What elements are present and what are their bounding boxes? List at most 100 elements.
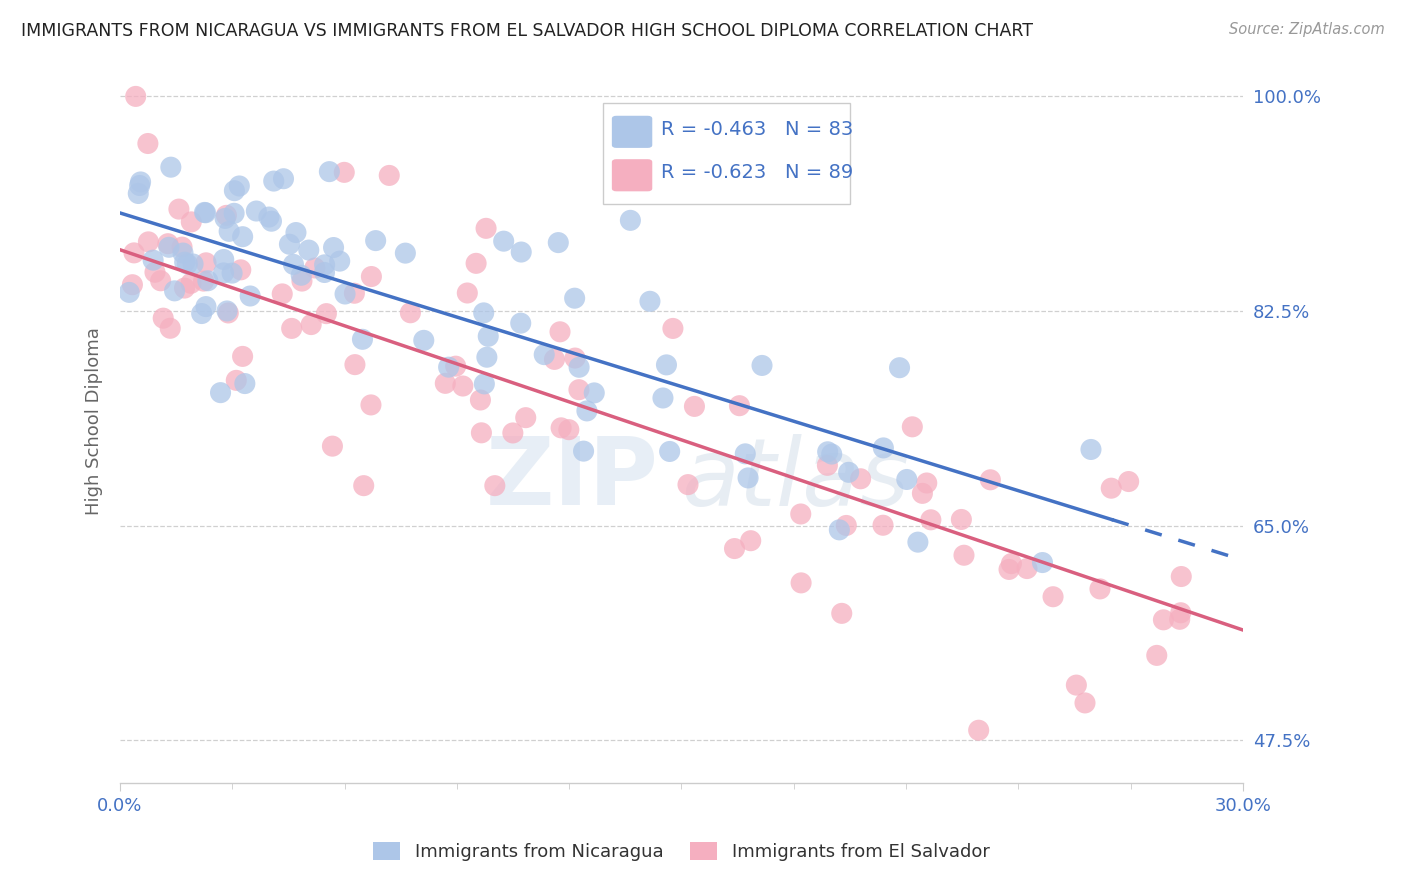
Point <box>260 214 283 228</box>
Text: R = -0.623   N = 89: R = -0.623 N = 89 <box>661 163 853 182</box>
Point <box>662 321 685 335</box>
Point <box>190 307 212 321</box>
Point <box>950 512 973 526</box>
Point <box>217 306 239 320</box>
Point <box>896 473 918 487</box>
Point <box>547 235 569 250</box>
Point <box>218 224 240 238</box>
Point <box>118 285 141 300</box>
Point <box>229 263 252 277</box>
Point <box>953 548 976 562</box>
Point <box>817 444 839 458</box>
Point <box>318 164 340 178</box>
Point <box>550 421 572 435</box>
Point <box>815 458 838 473</box>
FancyBboxPatch shape <box>612 159 652 191</box>
Point <box>472 306 495 320</box>
Point <box>907 535 929 549</box>
Point <box>321 439 343 453</box>
Point <box>470 425 492 440</box>
Point <box>558 423 581 437</box>
Point <box>548 325 571 339</box>
Point <box>257 210 280 224</box>
Point <box>232 229 254 244</box>
Point <box>143 265 166 279</box>
Point <box>364 234 387 248</box>
Point <box>1000 557 1022 571</box>
Point <box>1170 606 1192 620</box>
Point <box>194 206 217 220</box>
Point <box>224 184 246 198</box>
Point <box>159 321 181 335</box>
Y-axis label: High School Diploma: High School Diploma <box>86 327 103 516</box>
Point <box>901 419 924 434</box>
Point <box>437 360 460 375</box>
Point <box>128 178 150 193</box>
Point <box>333 165 356 179</box>
Point <box>193 205 215 219</box>
Point <box>160 160 183 174</box>
Point <box>121 277 143 292</box>
Point <box>872 441 894 455</box>
Point <box>142 253 165 268</box>
Point <box>215 304 238 318</box>
Point <box>1152 613 1174 627</box>
Point <box>157 240 180 254</box>
Point <box>492 234 515 248</box>
Point <box>998 562 1021 576</box>
Point <box>828 523 851 537</box>
Point <box>572 444 595 458</box>
Point <box>273 171 295 186</box>
Point <box>245 204 267 219</box>
Point <box>849 472 872 486</box>
Point <box>329 254 352 268</box>
Point <box>291 274 314 288</box>
Point <box>1074 696 1097 710</box>
Point <box>1146 648 1168 663</box>
Point <box>195 256 218 270</box>
Point <box>575 404 598 418</box>
Point <box>172 246 194 260</box>
Point <box>412 334 434 348</box>
Point <box>197 274 219 288</box>
Point <box>477 329 499 343</box>
Point <box>232 350 254 364</box>
Point <box>583 385 606 400</box>
Point <box>194 300 217 314</box>
Point <box>470 392 492 407</box>
Point <box>343 286 366 301</box>
Point <box>1088 582 1111 596</box>
Point <box>315 307 337 321</box>
Point <box>221 266 243 280</box>
Point <box>676 477 699 491</box>
Point <box>543 352 565 367</box>
Point <box>152 311 174 326</box>
Point <box>790 507 813 521</box>
Text: ZIP: ZIP <box>486 434 659 525</box>
Point <box>1099 481 1122 495</box>
Point <box>456 285 478 300</box>
Point <box>180 277 202 291</box>
Point <box>149 274 172 288</box>
Point <box>889 360 911 375</box>
Point <box>360 398 382 412</box>
Point <box>967 723 990 738</box>
Text: atlas: atlas <box>682 434 910 524</box>
Point <box>156 236 179 251</box>
Point <box>122 246 145 260</box>
Point <box>838 465 860 479</box>
Point <box>515 410 537 425</box>
Point <box>129 175 152 189</box>
Point <box>284 226 307 240</box>
Point <box>533 348 555 362</box>
Point <box>979 473 1001 487</box>
FancyBboxPatch shape <box>603 103 849 204</box>
Point <box>475 221 498 235</box>
Point <box>465 256 488 270</box>
Point <box>181 257 204 271</box>
Point <box>136 136 159 151</box>
Point <box>1042 590 1064 604</box>
FancyBboxPatch shape <box>612 116 652 148</box>
Point <box>568 360 591 375</box>
Point <box>322 240 344 254</box>
